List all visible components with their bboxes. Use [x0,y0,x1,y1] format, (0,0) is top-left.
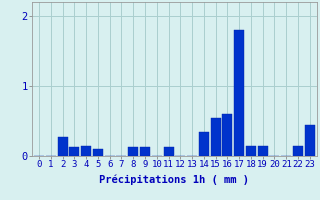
Bar [293,146,303,156]
Bar [199,132,209,156]
Bar [93,149,103,156]
Bar [128,147,138,156]
Bar [234,30,244,156]
Bar [140,147,150,156]
Bar [305,124,315,156]
Bar [246,146,256,156]
Bar [69,147,79,156]
Bar [258,146,268,156]
X-axis label: Précipitations 1h ( mm ): Précipitations 1h ( mm ) [100,175,249,185]
Bar [222,114,232,156]
Bar [211,117,220,156]
Bar [58,137,68,156]
Bar [164,147,173,156]
Bar [81,146,91,156]
